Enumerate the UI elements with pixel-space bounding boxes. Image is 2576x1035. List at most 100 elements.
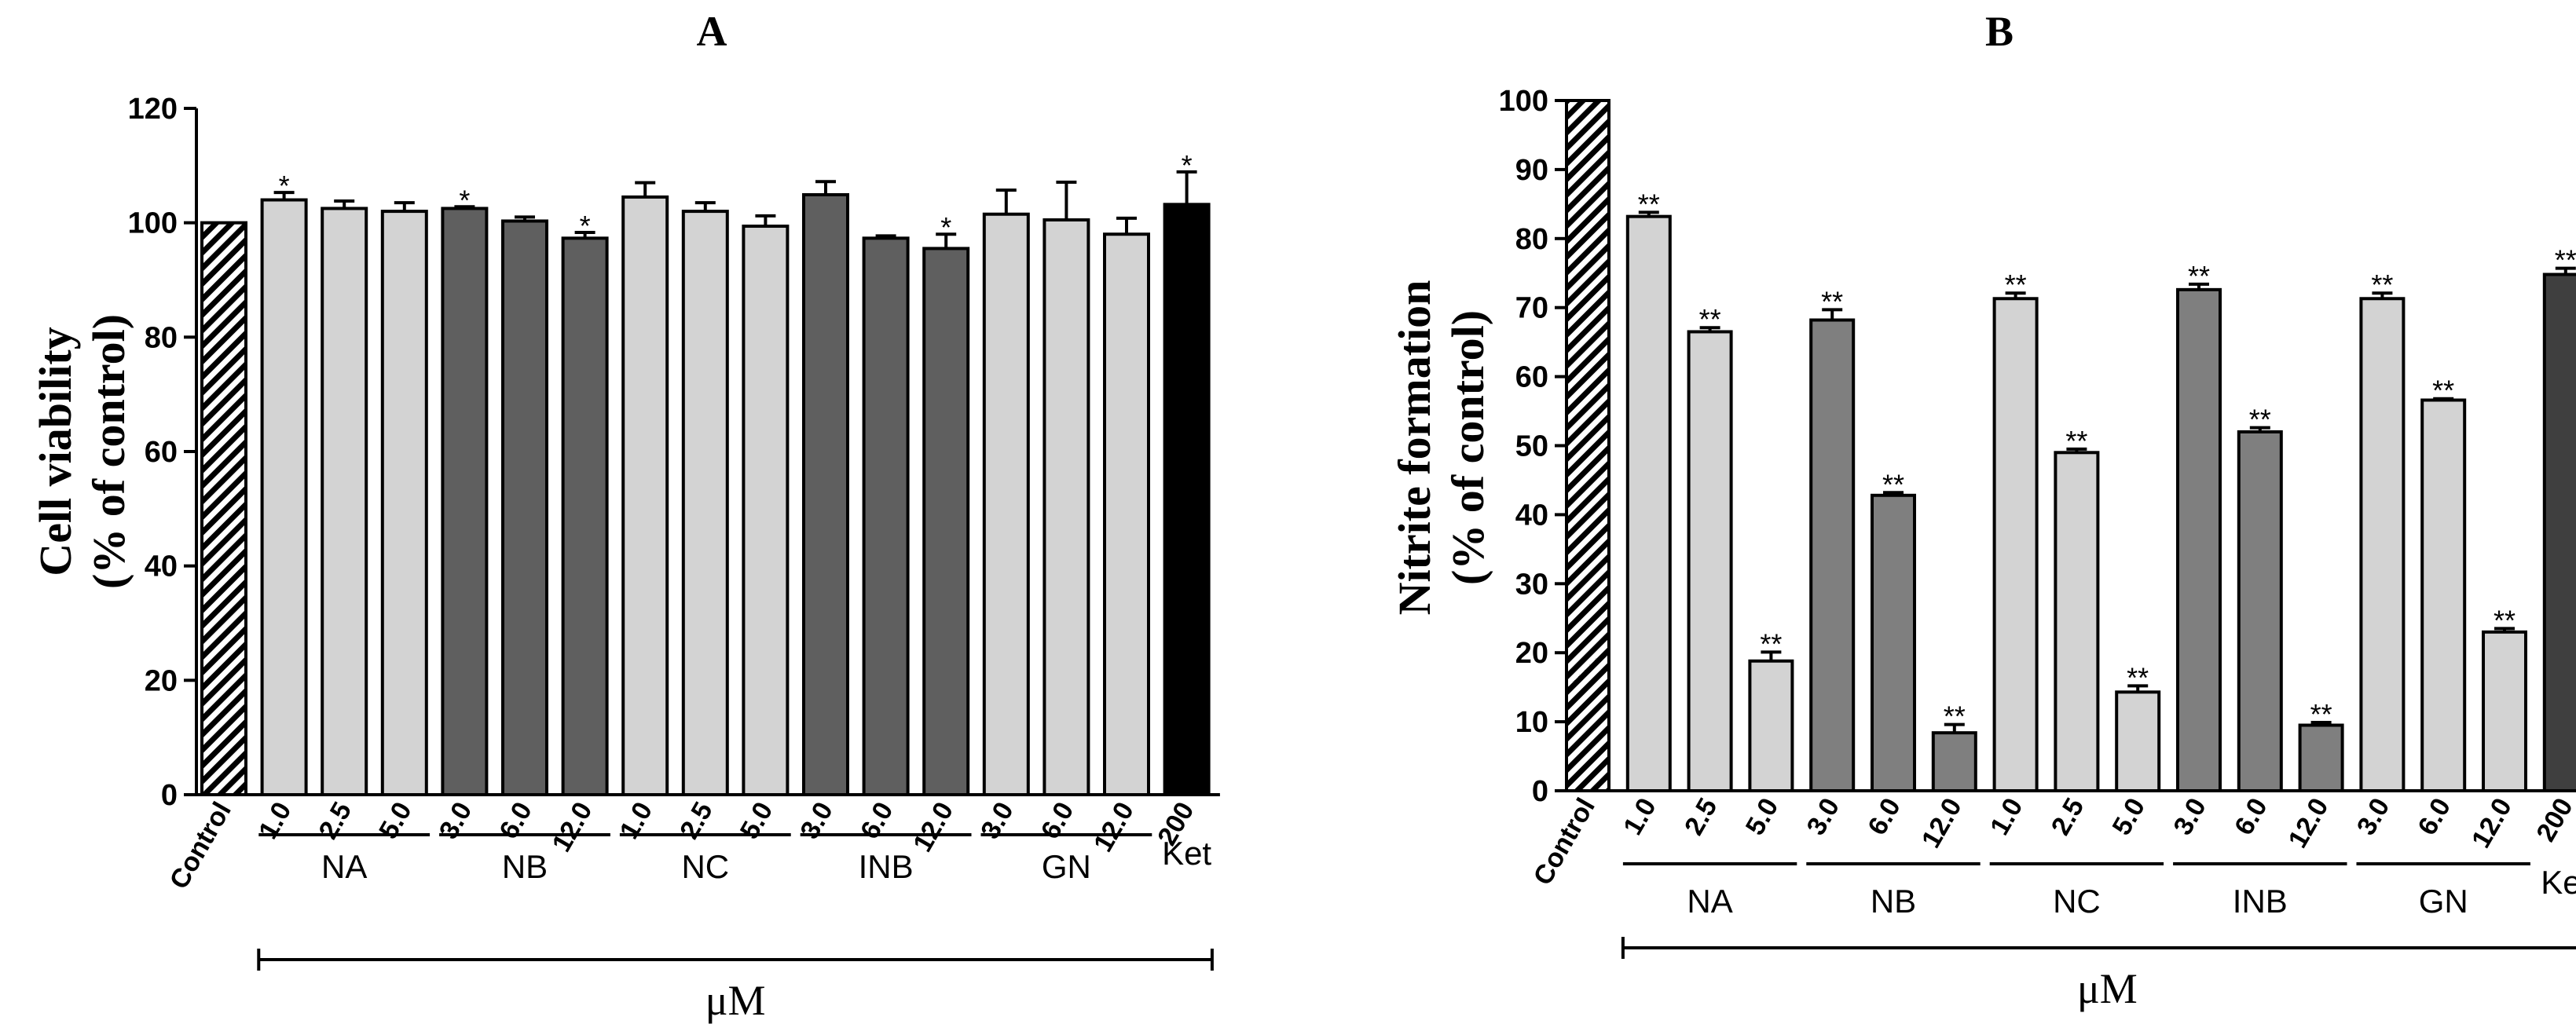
x-tick-label: 1.0 [614,797,659,844]
x-tick-label: 12.0 [2283,793,2335,853]
x-tick-label: 12.0 [547,797,599,857]
bar [1687,330,1733,792]
x-tick-label: 3.0 [975,797,1020,844]
bar [2115,690,2161,792]
y-axis-label-line: (% of control) [1442,310,1493,585]
x-tick-label: 6.0 [2413,793,2457,840]
y-axis-label: Nitrite formation(% of control) [1389,280,1493,616]
bar [321,207,368,797]
x-tick-label: 1.0 [253,797,298,844]
x-tick-label: 6.0 [2229,793,2274,840]
significance-marker: ** [1944,700,1966,733]
significance-marker: ** [2555,244,2576,276]
bar [1625,214,1672,792]
x-tick-label: 5.0 [1740,793,1785,840]
x-tick-label: 12.0 [2466,793,2518,853]
significance-marker: ** [2371,269,2393,301]
x-tick-label: 12.0 [907,797,959,857]
y-tick-label: 60 [145,436,178,469]
x-tick-label: 6.0 [493,797,538,844]
y-tick-label: 100 [1499,85,1548,118]
bar [681,210,729,797]
significance-marker: ** [2494,604,2516,636]
significance-marker: ** [1699,303,1721,335]
bar [2176,287,2222,792]
unit-label: μM [2077,965,2138,1012]
x-tick-label: 2.5 [2046,793,2090,840]
y-axis-label: Cell viability(% of control) [30,314,134,589]
group-label: NA [1687,883,1732,920]
group-label: GN [1042,848,1091,885]
y-tick-label: 80 [145,321,178,354]
y-axis-label-line: Cell viability [30,327,81,576]
bar [742,225,790,796]
group-label: NC [2053,883,2101,920]
y-tick-label: 60 [1515,361,1548,394]
group-label: GN [2419,883,2468,920]
bar [1163,203,1211,796]
significance-marker: * [459,184,470,216]
group-label: NC [681,848,729,885]
group-label: INB [859,848,914,885]
bar [2542,272,2576,792]
panel-b-chart: B Nitrite formation(% of control) 0 10 20 30 4… [1389,8,2576,1012]
bar [802,192,849,796]
ket-label: Ket [1162,835,1211,872]
bar [1748,659,1794,792]
x-tick-label: 12.0 [1916,793,1968,853]
significance-marker: ** [2188,260,2210,292]
significance-marker: ** [1638,188,1660,220]
bar [982,212,1030,797]
y-tick-label: 100 [128,207,178,240]
group-label: INB [2233,883,2288,920]
significance-marker: * [1182,149,1193,181]
x-tick-label: 200 [2530,793,2576,847]
bar [922,247,970,797]
significance-marker: ** [1882,468,1904,500]
y-tick-label: 70 [1515,292,1548,325]
significance-marker: ** [2310,698,2332,730]
significance-marker: ** [1821,285,1843,317]
group-label: NB [502,848,548,885]
significance-marker: ** [2432,375,2454,407]
bar [501,219,548,796]
ket-label: Ket [2541,864,2576,901]
bar [260,198,308,797]
y-tick-label: 30 [1515,568,1548,601]
significance-marker: * [580,210,591,242]
y-tick-label: 0 [1532,775,1548,808]
bar [862,236,910,796]
y-tick-label: 50 [1515,430,1548,463]
x-tick-label: 6.0 [855,797,900,844]
y-tick-label: 90 [1515,154,1548,187]
y-tick-label: 20 [145,664,178,697]
bar [441,207,489,797]
x-tick-label: 3.0 [2351,793,2396,840]
significance-marker: ** [2005,269,2027,301]
bar [1809,318,1856,793]
y-axis-label-line: (% of control) [83,314,134,589]
x-tick-label: 2.5 [313,797,358,844]
x-tick-label: 1.0 [1984,793,2029,840]
significance-marker: ** [2249,404,2271,436]
y-tick-label: 10 [1515,706,1548,739]
bar [1871,493,1916,793]
group-label: NB [1871,883,1916,920]
x-tick-label: 2.5 [674,797,719,844]
panel-a-chart: A Cell viability(% of control) 0 20 40 60 80 10… [30,8,1220,1024]
panel-title: B [1985,8,2014,55]
bar [200,221,247,796]
bar [2420,398,2467,792]
x-tick-label: 6.0 [1862,793,1907,840]
significance-marker: ** [2065,425,2087,457]
bar [621,195,669,796]
y-tick-label: 20 [1515,637,1548,670]
unit-label: μM [705,977,766,1024]
significance-marker: ** [1760,627,1782,660]
bar [2237,430,2283,792]
x-tick-label: 3.0 [794,797,839,844]
y-tick-label: 0 [161,779,178,812]
x-tick-label: 5.0 [735,797,779,844]
y-tick-label: 120 [128,93,178,126]
